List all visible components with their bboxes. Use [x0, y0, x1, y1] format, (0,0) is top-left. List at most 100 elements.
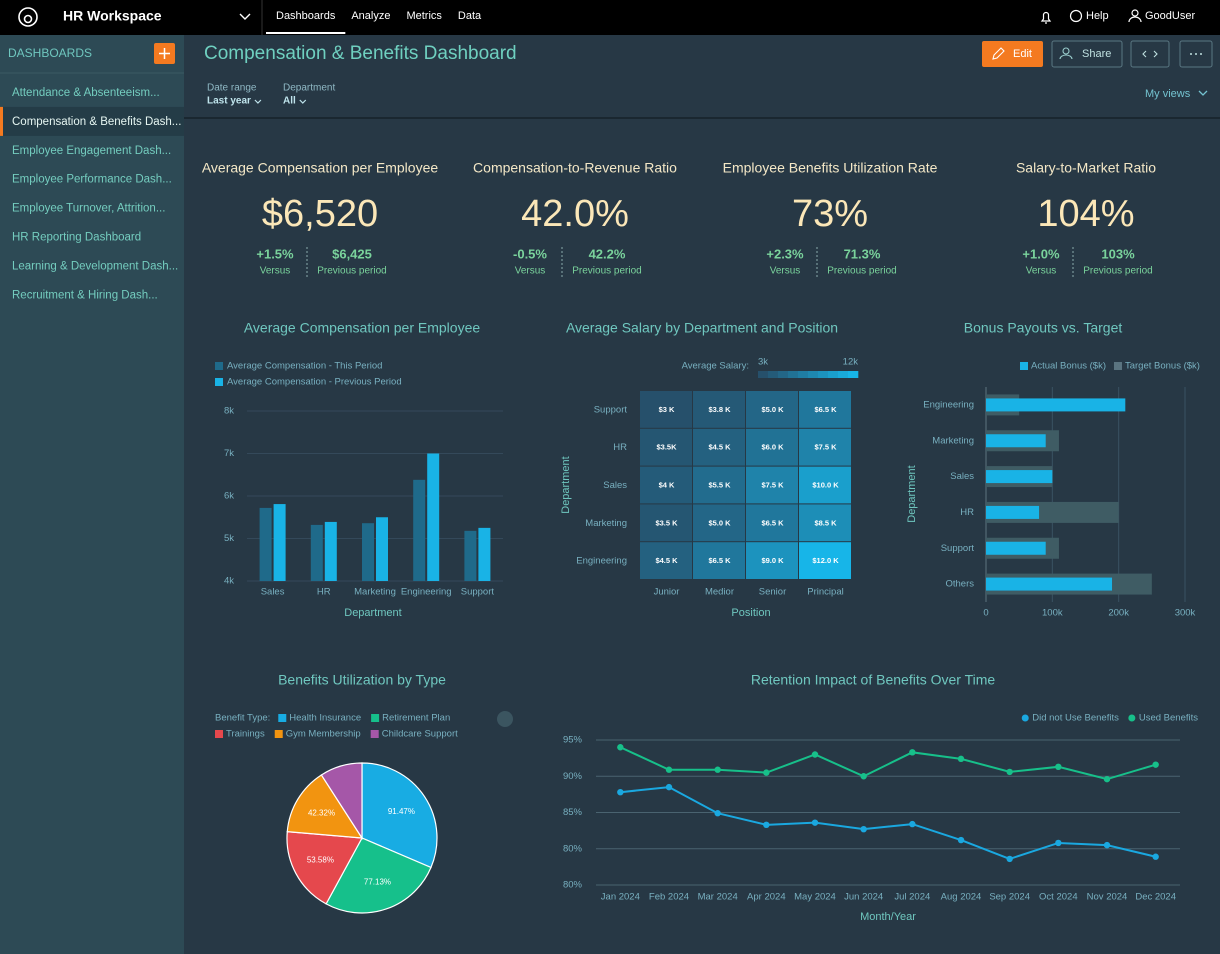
nav-tab[interactable]: Dashboards	[276, 10, 336, 22]
line-point[interactable]	[763, 821, 770, 829]
share-label: Share	[1082, 48, 1111, 60]
heatmap-cell	[693, 466, 745, 504]
colorbar-step	[788, 371, 799, 378]
bar[interactable]	[273, 504, 286, 581]
line-point[interactable]	[617, 744, 624, 751]
line-point[interactable]	[1006, 855, 1013, 863]
line-point[interactable]	[1103, 775, 1111, 783]
legend-label[interactable]: Target Bonus ($k)	[1125, 361, 1200, 372]
sidebar-item[interactable]: Attendance & Absenteeism...	[12, 87, 160, 99]
sidebar-item[interactable]: Employee Performance Dash...	[12, 174, 172, 186]
edit-button[interactable]	[982, 41, 1043, 67]
legend-label[interactable]: Average Compensation - This Period	[227, 361, 382, 372]
x-tick-label: Aug 2024	[941, 892, 982, 903]
legend-label: Childcare Support	[382, 729, 458, 740]
bar[interactable]	[478, 527, 491, 581]
line-point[interactable]	[714, 810, 721, 817]
y-tick-label: HR	[613, 442, 627, 453]
line-point[interactable]	[1055, 763, 1062, 771]
kpi-previous: 103%	[1101, 246, 1135, 261]
bar[interactable]	[413, 479, 426, 581]
filter-chevron	[299, 99, 307, 104]
nav-tab[interactable]: Metrics	[406, 10, 442, 22]
line-point[interactable]	[909, 820, 916, 828]
sidebar-item[interactable]: Employee Turnover, Attrition...	[12, 203, 165, 215]
bar[interactable]	[986, 470, 1053, 484]
more-button[interactable]	[1179, 40, 1213, 68]
logo[interactable]	[18, 7, 38, 27]
workspace-name[interactable]: HR Workspace	[63, 8, 162, 24]
sidebar-item[interactable]: Learning & Development Dash...	[12, 260, 178, 272]
bar[interactable]	[986, 505, 1040, 519]
help-link[interactable]: Help	[1086, 10, 1109, 22]
legend-label[interactable]: Actual Bonus ($k)	[1031, 361, 1106, 372]
legend-swatch	[1020, 362, 1028, 370]
y-tick-label: 85%	[563, 807, 583, 818]
kpi-title: Compensation-to-Revenue Ratio	[473, 160, 677, 176]
my-views[interactable]: My views	[1145, 88, 1191, 100]
line-point[interactable]	[1103, 841, 1111, 849]
line-point[interactable]	[957, 755, 965, 763]
line-point[interactable]	[714, 766, 721, 773]
x-tick-label: Engineering	[401, 587, 452, 598]
slice-label: 53.58%	[307, 855, 334, 864]
pie-slice	[286, 830, 363, 905]
kpi-previous: 42.2%	[589, 246, 626, 261]
legend-menu-button[interactable]	[497, 711, 513, 727]
sidebar-item[interactable]: HR Reporting Dashboard	[12, 232, 141, 244]
bar[interactable]	[986, 577, 1113, 591]
line-point[interactable]	[665, 766, 673, 773]
line-point[interactable]	[860, 825, 867, 833]
line-point[interactable]	[811, 751, 819, 758]
x-tick-label: Jul 2024	[894, 892, 930, 903]
sidebar-item[interactable]: Employee Engagement Dash...	[12, 145, 171, 157]
help-icon[interactable]	[1069, 9, 1083, 23]
bar[interactable]	[986, 398, 1126, 412]
line-point[interactable]	[1152, 853, 1159, 860]
line-point[interactable]	[1006, 768, 1013, 776]
line-point[interactable]	[665, 783, 673, 791]
bar[interactable]	[310, 524, 323, 581]
bar[interactable]	[259, 507, 272, 581]
legend-label: Used Benefits	[1139, 713, 1198, 724]
active-tab-indicator	[266, 32, 346, 34]
line-point[interactable]	[811, 819, 819, 826]
user-menu[interactable]: GoodUser	[1145, 10, 1195, 22]
line-point[interactable]	[860, 773, 867, 780]
filter-value[interactable]: Last year	[207, 96, 251, 107]
filter-label: Date range	[207, 83, 257, 94]
share-button[interactable]	[1051, 40, 1123, 68]
bar[interactable]	[986, 434, 1046, 448]
line-point[interactable]	[763, 769, 770, 776]
nav-tab[interactable]: Analyze	[351, 10, 390, 22]
heatmap-cell	[799, 504, 851, 542]
embed-button[interactable]	[1130, 40, 1170, 68]
line-point[interactable]	[909, 749, 916, 756]
filter-value[interactable]: All	[283, 96, 296, 107]
sidebar-item[interactable]: Recruitment & Hiring Dash...	[12, 289, 158, 301]
kpi-previous-label: Previous period	[1083, 266, 1152, 277]
line-point[interactable]	[617, 789, 624, 796]
legend-swatch	[215, 378, 223, 386]
nav-tab[interactable]: Data	[458, 10, 482, 22]
cell-label: $6.5 K	[761, 518, 784, 527]
kpi-change: +1.0%	[1022, 246, 1060, 261]
notifications-icon[interactable]	[1040, 11, 1052, 24]
bar[interactable]	[427, 453, 440, 582]
legend-label[interactable]: Average Compensation - Previous Period	[227, 377, 402, 388]
bar[interactable]	[986, 541, 1046, 555]
bar[interactable]	[362, 523, 374, 581]
colorbar-step	[808, 371, 819, 378]
bar[interactable]	[464, 530, 477, 581]
line-point[interactable]	[957, 836, 965, 844]
sidebar-item[interactable]: Compensation & Benefits Dash...	[12, 116, 181, 128]
bar[interactable]	[376, 517, 388, 581]
user-icon[interactable]	[1131, 9, 1139, 17]
chart-title: Bonus Payouts vs. Target	[964, 320, 1123, 336]
line-point[interactable]	[1152, 761, 1159, 768]
bar[interactable]	[324, 521, 337, 581]
legend-label: Retirement Plan	[382, 713, 450, 724]
line-point[interactable]	[1055, 839, 1062, 847]
workspace-chevron[interactable]	[239, 13, 251, 20]
